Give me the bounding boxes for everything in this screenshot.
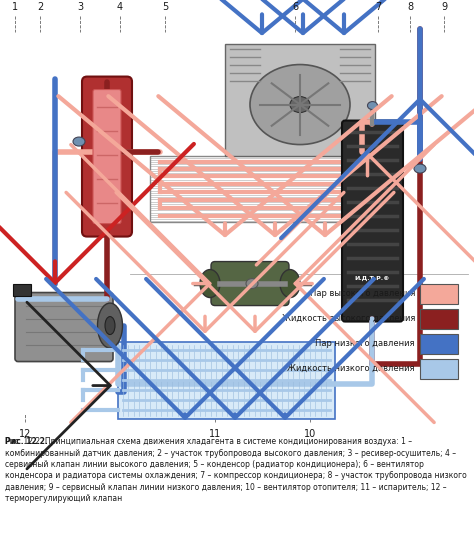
Text: 5: 5: [162, 2, 168, 11]
Bar: [420, 358, 458, 378]
FancyBboxPatch shape: [15, 293, 113, 362]
FancyBboxPatch shape: [82, 77, 132, 237]
Ellipse shape: [98, 303, 122, 348]
Text: 4: 4: [117, 2, 123, 11]
Text: Жидкость высокого давления: Жидкость высокого давления: [282, 314, 415, 323]
Ellipse shape: [280, 269, 300, 298]
Text: 8: 8: [407, 2, 413, 11]
Text: Жидкость низкого давления: Жидкость низкого давления: [288, 364, 415, 373]
Ellipse shape: [73, 137, 85, 146]
Text: 11: 11: [209, 428, 221, 439]
FancyBboxPatch shape: [211, 262, 289, 306]
FancyBboxPatch shape: [342, 121, 403, 321]
Text: Рис. 12.2.: Рис. 12.2.: [5, 437, 47, 446]
Text: Пар низкого давления: Пар низкого давления: [316, 339, 415, 348]
Ellipse shape: [246, 279, 258, 288]
Ellipse shape: [367, 102, 377, 110]
Bar: [150, 155, 375, 222]
Text: 7: 7: [375, 2, 381, 11]
Text: 2: 2: [37, 2, 43, 11]
Ellipse shape: [414, 164, 426, 173]
Ellipse shape: [290, 97, 310, 112]
Text: Рис. 12.2. Принципиальная схема движения хладагента в системе кондиционирования : Рис. 12.2. Принципиальная схема движения…: [5, 437, 466, 503]
Ellipse shape: [105, 317, 115, 334]
Text: 12: 12: [19, 428, 31, 439]
Bar: [225, 43, 375, 155]
Ellipse shape: [200, 269, 220, 298]
FancyBboxPatch shape: [93, 90, 121, 224]
Bar: [420, 308, 458, 329]
Text: 9: 9: [441, 2, 447, 11]
Text: 6: 6: [292, 2, 298, 11]
Text: Пар высокого давления: Пар высокого давления: [310, 289, 415, 298]
Bar: [420, 333, 458, 353]
Text: И.Д.Т.Р.©: И.Д.Т.Р.©: [355, 276, 390, 281]
Text: 1: 1: [12, 2, 18, 11]
Ellipse shape: [250, 65, 350, 144]
Bar: [420, 283, 458, 304]
Text: 3: 3: [77, 2, 83, 11]
Bar: [13, 283, 31, 295]
Text: 10: 10: [304, 428, 316, 439]
Bar: [118, 342, 335, 419]
